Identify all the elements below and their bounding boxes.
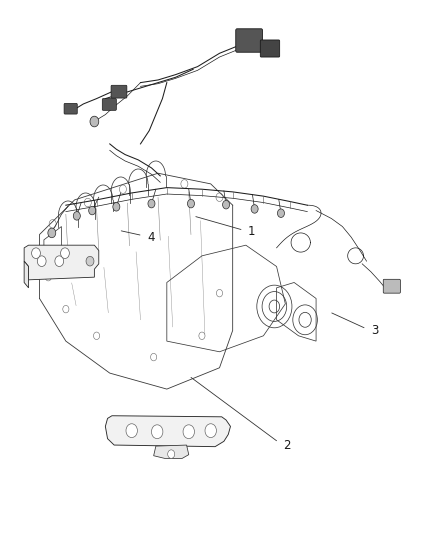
Circle shape [187,199,194,208]
Polygon shape [24,261,28,288]
Circle shape [251,205,258,213]
Circle shape [88,206,95,215]
Circle shape [167,450,174,458]
Text: 1: 1 [247,225,255,238]
Circle shape [90,116,99,127]
Circle shape [183,425,194,439]
Circle shape [55,256,64,266]
Circle shape [48,228,56,238]
Circle shape [126,424,137,438]
Circle shape [86,256,94,266]
Polygon shape [105,416,230,447]
FancyBboxPatch shape [102,99,116,110]
Circle shape [151,425,162,439]
FancyBboxPatch shape [260,40,279,57]
Circle shape [73,212,80,220]
FancyBboxPatch shape [235,29,262,52]
FancyBboxPatch shape [382,279,399,293]
Circle shape [113,203,120,211]
FancyBboxPatch shape [111,85,127,98]
Circle shape [222,200,229,209]
Circle shape [37,256,46,266]
Text: 2: 2 [283,439,290,451]
Circle shape [205,424,216,438]
Circle shape [148,199,155,208]
FancyBboxPatch shape [64,103,77,114]
Circle shape [277,209,284,217]
Text: 4: 4 [147,231,154,244]
Circle shape [60,248,69,259]
Text: 3: 3 [370,324,378,337]
Circle shape [32,248,40,259]
Polygon shape [24,245,99,280]
Polygon shape [153,445,188,458]
